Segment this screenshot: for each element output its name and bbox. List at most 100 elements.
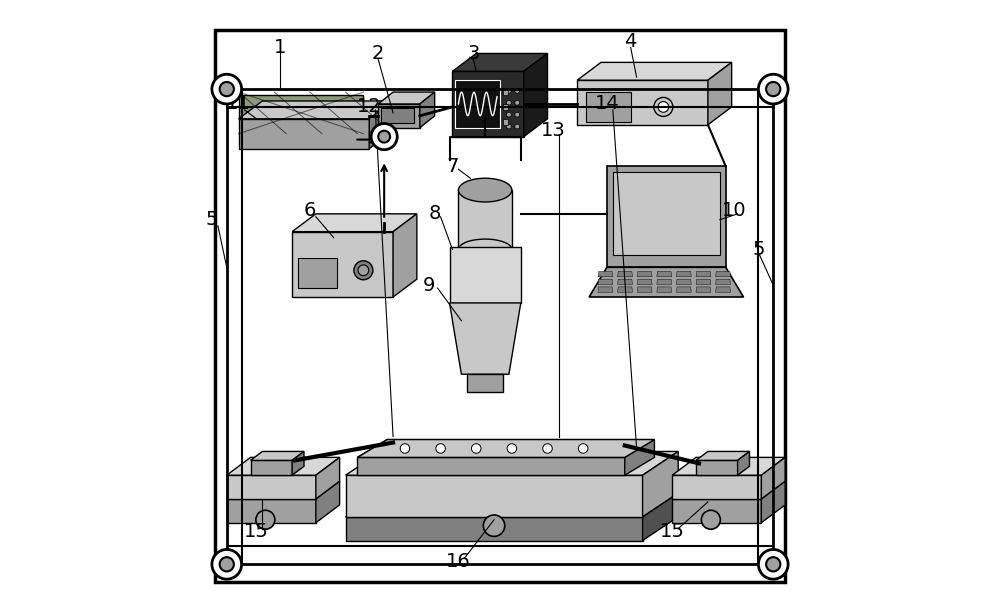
Circle shape [758, 74, 788, 104]
Polygon shape [292, 232, 393, 297]
Polygon shape [696, 271, 711, 277]
Polygon shape [503, 89, 508, 95]
Polygon shape [657, 279, 672, 285]
Polygon shape [618, 271, 632, 277]
Polygon shape [227, 499, 316, 523]
Polygon shape [672, 475, 761, 499]
Polygon shape [716, 287, 730, 292]
Polygon shape [657, 287, 672, 292]
Polygon shape [708, 62, 732, 125]
Polygon shape [672, 499, 761, 523]
Polygon shape [357, 440, 654, 457]
Polygon shape [618, 279, 632, 285]
Text: 5: 5 [206, 210, 218, 229]
Polygon shape [598, 271, 613, 277]
Polygon shape [420, 92, 435, 128]
Circle shape [212, 74, 242, 104]
Polygon shape [239, 95, 363, 119]
Polygon shape [227, 457, 340, 475]
Polygon shape [251, 451, 304, 460]
Polygon shape [524, 53, 548, 137]
Polygon shape [696, 287, 711, 292]
Circle shape [483, 515, 505, 536]
Circle shape [371, 124, 397, 150]
Polygon shape [450, 247, 521, 303]
Polygon shape [346, 517, 643, 541]
Polygon shape [369, 101, 393, 148]
Polygon shape [761, 481, 785, 523]
Text: 13: 13 [541, 121, 566, 140]
Polygon shape [696, 451, 749, 460]
Polygon shape [618, 287, 632, 292]
Text: 11: 11 [226, 94, 251, 113]
Polygon shape [716, 279, 730, 285]
Polygon shape [239, 101, 393, 119]
Text: 15: 15 [244, 522, 269, 541]
Text: 14: 14 [595, 94, 619, 113]
Text: 10: 10 [722, 201, 747, 220]
Polygon shape [393, 214, 417, 297]
Polygon shape [657, 271, 672, 277]
Text: 5: 5 [752, 240, 765, 259]
Polygon shape [452, 71, 524, 137]
Polygon shape [503, 104, 508, 110]
Circle shape [543, 444, 552, 453]
Ellipse shape [458, 178, 512, 202]
Circle shape [766, 82, 780, 96]
Polygon shape [378, 92, 435, 104]
Polygon shape [738, 451, 749, 475]
Circle shape [378, 131, 390, 143]
Circle shape [507, 124, 511, 129]
Text: 1: 1 [274, 38, 286, 57]
Polygon shape [598, 279, 613, 285]
Polygon shape [450, 303, 521, 374]
Circle shape [220, 82, 234, 96]
Polygon shape [458, 190, 512, 249]
Polygon shape [672, 457, 785, 475]
Polygon shape [346, 493, 678, 517]
Circle shape [400, 444, 410, 453]
Text: 16: 16 [446, 552, 471, 571]
Circle shape [515, 100, 520, 105]
Circle shape [766, 557, 780, 571]
Polygon shape [613, 172, 720, 255]
Ellipse shape [458, 239, 512, 260]
Text: 12: 12 [357, 97, 382, 116]
Polygon shape [503, 119, 508, 125]
Polygon shape [346, 451, 678, 475]
Circle shape [515, 112, 520, 117]
Polygon shape [251, 460, 292, 475]
Circle shape [654, 97, 673, 116]
Circle shape [471, 444, 481, 453]
Text: 4: 4 [624, 32, 637, 51]
Circle shape [507, 112, 511, 117]
Circle shape [701, 510, 720, 529]
Circle shape [507, 444, 517, 453]
Circle shape [758, 549, 788, 579]
Polygon shape [637, 287, 652, 292]
Text: 3: 3 [467, 44, 479, 63]
Polygon shape [676, 287, 691, 292]
Polygon shape [316, 457, 340, 499]
Polygon shape [316, 481, 340, 523]
Text: 6: 6 [304, 201, 316, 220]
Polygon shape [346, 475, 643, 517]
Polygon shape [378, 104, 420, 128]
Circle shape [256, 510, 275, 529]
Polygon shape [637, 279, 652, 285]
Polygon shape [672, 481, 785, 499]
Polygon shape [761, 457, 785, 499]
Polygon shape [696, 279, 711, 285]
Text: 7: 7 [446, 157, 459, 176]
Polygon shape [696, 460, 738, 475]
Polygon shape [455, 80, 500, 128]
Polygon shape [607, 166, 726, 267]
Circle shape [515, 89, 520, 93]
Circle shape [507, 89, 511, 93]
Polygon shape [381, 108, 414, 123]
Polygon shape [676, 271, 691, 277]
Circle shape [507, 100, 511, 105]
Text: 9: 9 [423, 276, 435, 295]
Polygon shape [625, 440, 654, 475]
Polygon shape [589, 267, 744, 297]
